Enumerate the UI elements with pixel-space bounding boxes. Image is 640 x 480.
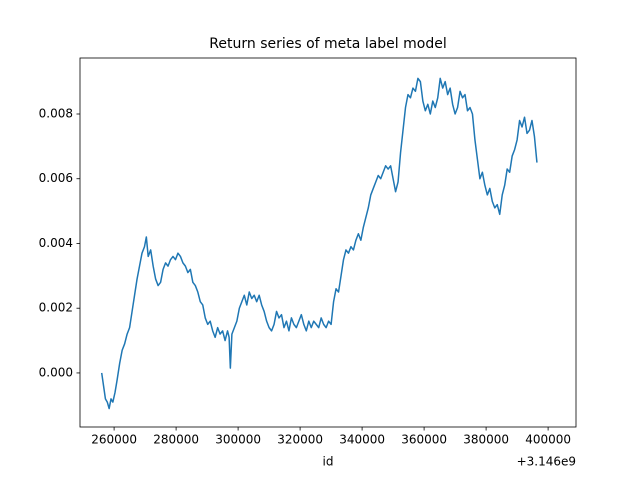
x-axis-label: id: [323, 455, 334, 469]
x-tick-label: 360000: [401, 433, 447, 447]
x-tick-label: 380000: [463, 433, 509, 447]
x-tick-label: 260000: [91, 433, 137, 447]
y-tick-label: 0.002: [39, 301, 73, 315]
x-tick-label: 320000: [277, 433, 323, 447]
line-series: [100, 77, 538, 410]
x-tick-label: 340000: [339, 433, 385, 447]
x-tick-label: 400000: [525, 433, 571, 447]
x-offset-label: +3.146e9: [517, 455, 576, 469]
y-tick-label: 0.008: [39, 106, 73, 120]
y-tick-label: 0.000: [39, 365, 73, 379]
y-tick-label: 0.006: [39, 171, 73, 185]
x-tick-label: 300000: [215, 433, 261, 447]
x-tick-label: 280000: [153, 433, 199, 447]
chart-title: Return series of meta label model: [209, 36, 446, 52]
plot-frame: [79, 57, 577, 428]
y-tick-label: 0.004: [39, 236, 73, 250]
